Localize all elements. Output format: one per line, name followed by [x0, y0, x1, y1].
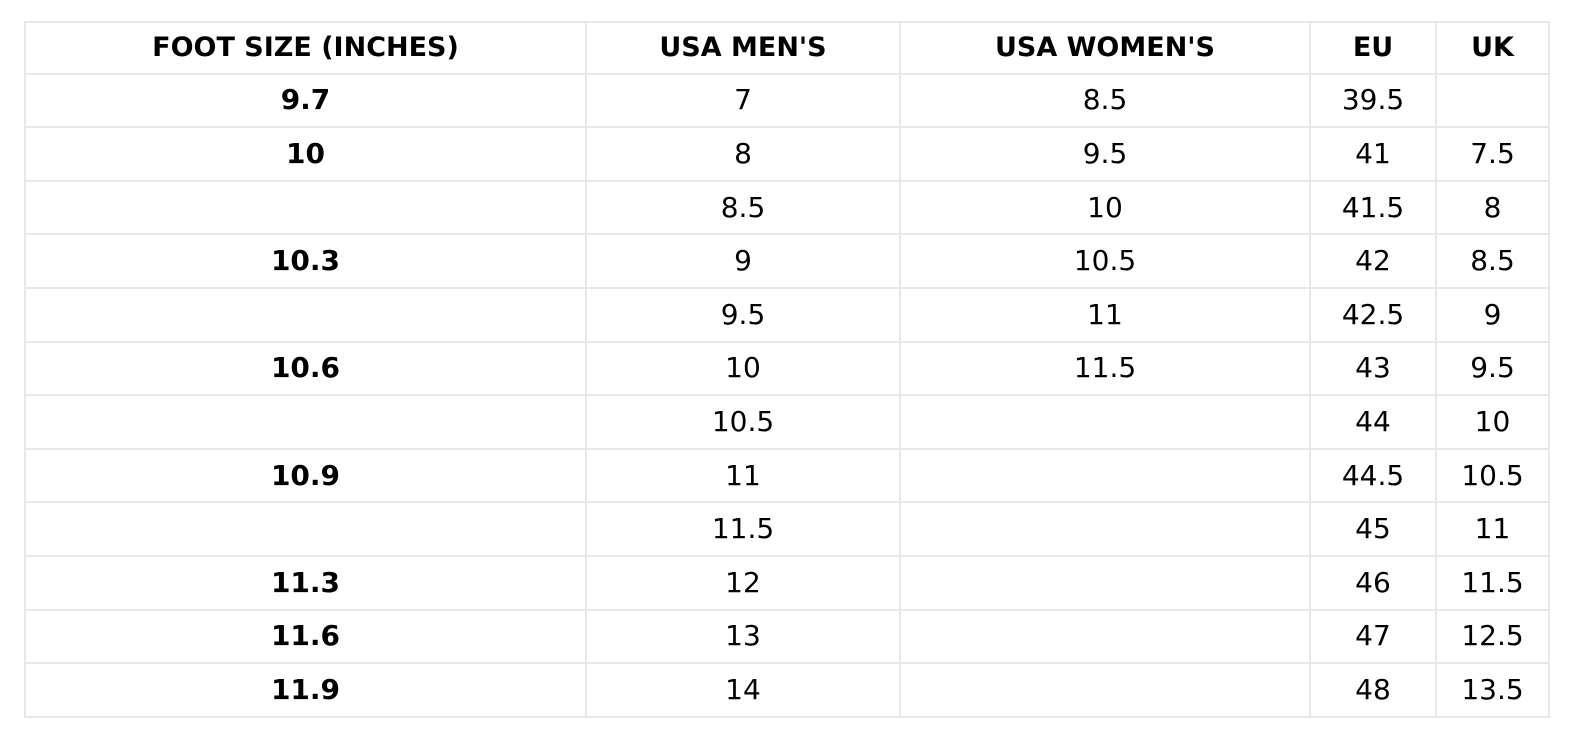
cell-usa-womens: 11 [899, 287, 1311, 343]
cell-usa-mens: 12 [585, 555, 901, 611]
table-row: 8.5 10 41.5 8 [24, 179, 1550, 236]
cell-usa-womens: 8.5 [899, 72, 1311, 129]
cell-foot-size [24, 394, 587, 450]
cell-usa-mens: 10.5 [585, 394, 901, 450]
table-row: 11.9 14 48 13.5 [24, 662, 1550, 718]
cell-usa-mens: 9.5 [585, 287, 901, 343]
cell-eu: 41 [1309, 126, 1437, 182]
cell-eu: 48 [1309, 662, 1437, 718]
cell-usa-womens [899, 501, 1311, 558]
cell-eu: 46 [1309, 555, 1437, 611]
table-row: 9.7 7 8.5 39.5 [24, 72, 1550, 129]
header-uk: UK [1435, 21, 1550, 75]
cell-usa-womens [899, 608, 1311, 665]
cell-uk: 10.5 [1435, 447, 1550, 504]
cell-eu: 41.5 [1309, 179, 1437, 236]
cell-uk: 8.5 [1435, 233, 1550, 290]
cell-usa-mens: 11.5 [585, 501, 901, 558]
table-row: 10.3 9 10.5 42 8.5 [24, 233, 1550, 290]
cell-uk: 11 [1435, 501, 1550, 558]
cell-uk [1435, 72, 1550, 129]
cell-foot-size: 10 [24, 126, 587, 182]
cell-eu: 44 [1309, 394, 1437, 450]
cell-uk: 9 [1435, 287, 1550, 343]
cell-foot-size: 10.6 [24, 340, 587, 397]
table-row: 11.5 45 11 [24, 501, 1550, 558]
cell-usa-mens: 8.5 [585, 179, 901, 236]
cell-usa-womens: 11.5 [899, 340, 1311, 397]
cell-eu: 44.5 [1309, 447, 1437, 504]
cell-foot-size: 9.7 [24, 72, 587, 129]
table-row: 9.5 11 42.5 9 [24, 287, 1550, 343]
cell-eu: 43 [1309, 340, 1437, 397]
cell-usa-mens: 8 [585, 126, 901, 182]
cell-usa-womens: 10.5 [899, 233, 1311, 290]
cell-usa-womens [899, 555, 1311, 611]
header-foot-size: FOOT SIZE (INCHES) [24, 21, 587, 75]
header-row: FOOT SIZE (INCHES) USA MEN'S USA WOMEN'S… [24, 21, 1550, 75]
table-row: 10.9 11 44.5 10.5 [24, 447, 1550, 504]
cell-eu: 42 [1309, 233, 1437, 290]
cell-usa-womens [899, 394, 1311, 450]
cell-usa-mens: 10 [585, 340, 901, 397]
cell-usa-mens: 7 [585, 72, 901, 129]
cell-foot-size: 11.3 [24, 555, 587, 611]
cell-foot-size: 11.9 [24, 662, 587, 718]
cell-usa-mens: 9 [585, 233, 901, 290]
header-usa-womens: USA WOMEN'S [899, 21, 1311, 75]
header-usa-mens: USA MEN'S [585, 21, 901, 75]
cell-eu: 45 [1309, 501, 1437, 558]
cell-foot-size [24, 287, 587, 343]
cell-eu: 39.5 [1309, 72, 1437, 129]
cell-uk: 7.5 [1435, 126, 1550, 182]
cell-uk: 9.5 [1435, 340, 1550, 397]
cell-eu: 42.5 [1309, 287, 1437, 343]
cell-foot-size: 10.3 [24, 233, 587, 290]
cell-uk: 13.5 [1435, 662, 1550, 718]
header-eu: EU [1309, 21, 1437, 75]
table-row: 11.6 13 47 12.5 [24, 608, 1550, 665]
cell-foot-size: 11.6 [24, 608, 587, 665]
table-row: 10 8 9.5 41 7.5 [24, 126, 1550, 182]
table-row: 10.5 44 10 [24, 394, 1550, 450]
cell-uk: 12.5 [1435, 608, 1550, 665]
cell-uk: 10 [1435, 394, 1550, 450]
table-row: 10.6 10 11.5 43 9.5 [24, 340, 1550, 397]
cell-foot-size [24, 179, 587, 236]
table-row: 11.3 12 46 11.5 [24, 555, 1550, 611]
cell-usa-mens: 13 [585, 608, 901, 665]
cell-usa-mens: 11 [585, 447, 901, 504]
cell-usa-womens: 9.5 [899, 126, 1311, 182]
cell-usa-womens [899, 447, 1311, 504]
cell-usa-mens: 14 [585, 662, 901, 718]
cell-foot-size [24, 501, 587, 558]
cell-eu: 47 [1309, 608, 1437, 665]
cell-foot-size: 10.9 [24, 447, 587, 504]
cell-uk: 8 [1435, 179, 1550, 236]
size-chart-table: FOOT SIZE (INCHES) USA MEN'S USA WOMEN'S… [24, 21, 1550, 718]
cell-uk: 11.5 [1435, 555, 1550, 611]
cell-usa-womens [899, 662, 1311, 718]
cell-usa-womens: 10 [899, 179, 1311, 236]
